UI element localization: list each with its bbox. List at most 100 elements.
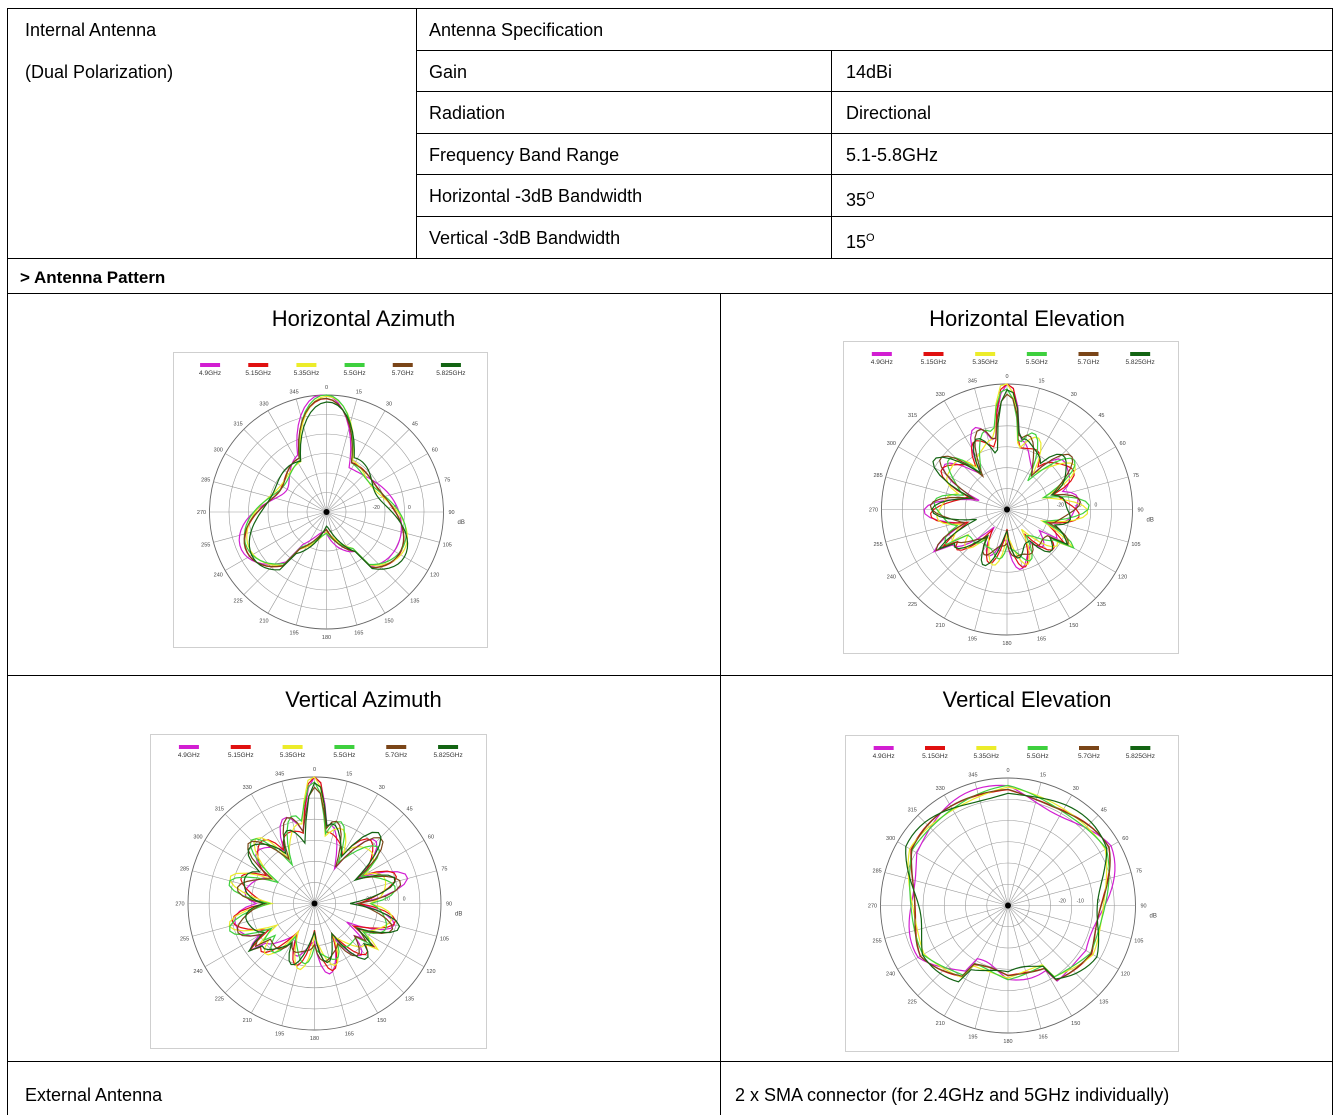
polar-spoke [917, 815, 1009, 906]
legend-swatch [1130, 746, 1151, 750]
legend-swatch [1078, 352, 1099, 356]
polar-spoke [224, 903, 315, 994]
angle-label: 285 [873, 473, 882, 479]
polar-spoke [314, 903, 348, 1026]
pattern-curve [246, 395, 408, 567]
angle-label: 195 [275, 1031, 284, 1037]
angle-label: 15 [1038, 379, 1044, 385]
legend-label: 5.15GHz [228, 752, 254, 759]
polar-spoke [1007, 841, 1119, 906]
angle-label: 150 [377, 1018, 386, 1024]
angle-label: 60 [1120, 441, 1126, 447]
spec-row-label: Gain [429, 62, 468, 82]
angle-label: 210 [259, 618, 268, 624]
angle-label: 345 [968, 773, 977, 779]
plot-title-horizontal-elevation: Horizontal Elevation [929, 306, 1125, 331]
angle-label: 270 [175, 902, 184, 908]
polar-spoke [885, 509, 1008, 543]
legend-label: 5.5GHz [1027, 753, 1049, 760]
angle-label: 165 [354, 631, 363, 637]
polar-spoke [1007, 905, 1132, 939]
polar-spoke [1007, 782, 1042, 906]
angle-label: 75 [1133, 473, 1139, 479]
polar-spoke [225, 453, 327, 513]
horizontal-azimuth-plot: 4.9GHz 5.15GHz 5.35GHz 5.5GHz 5.7GHz 5.825GHz… [173, 352, 488, 648]
plot-title-horizontal-azimuth: Horizontal Azimuth [271, 306, 456, 331]
angle-label: 165 [1038, 1034, 1047, 1040]
pattern-curve [905, 792, 1108, 983]
angle-label: 15 [346, 772, 352, 778]
polar-spoke [1007, 872, 1132, 906]
polar-spoke [192, 903, 315, 937]
ring-label: -10 [383, 897, 390, 903]
legend-label: 4.9GHz [873, 753, 895, 760]
plot-title-vertical-azimuth: Vertical Azimuth [285, 687, 442, 712]
polar-spoke [1007, 905, 1073, 1017]
legend-swatch [386, 745, 407, 749]
polar-spoke [326, 511, 410, 595]
legend-swatch [873, 746, 894, 750]
polar-spoke [314, 903, 379, 1014]
angle-label: 210 [936, 1021, 945, 1027]
legend-swatch [282, 745, 303, 749]
polar-spoke [1007, 815, 1099, 906]
internal-antenna-label: Internal Antenna [25, 20, 157, 40]
pattern-heading-line [7, 293, 1333, 294]
polar-spoke [326, 410, 386, 513]
ring-label: 0 [403, 897, 406, 903]
angle-label: 195 [968, 1034, 977, 1040]
legend-swatch [230, 745, 251, 749]
external-antenna-label: External Antenna [25, 1085, 163, 1105]
angle-label: 225 [215, 997, 224, 1003]
legend-swatch [1027, 746, 1048, 750]
polar-spoke [897, 841, 1009, 906]
legend-label: 5.15GHz [922, 753, 948, 760]
angle-label: 180 [1002, 641, 1011, 647]
spec-heading: Antenna Specification [429, 20, 604, 40]
angle-label: 315 [908, 413, 917, 419]
angle-label: 300 [193, 834, 202, 840]
legend-label: 5.7GHz [1078, 753, 1100, 760]
angle-label: 240 [193, 969, 202, 975]
plot-center-dot [1005, 902, 1011, 909]
polar-spoke [243, 429, 327, 513]
legend-swatch [248, 363, 269, 367]
legend-label: 4.9GHz [871, 359, 893, 366]
polar-spoke [943, 794, 1009, 906]
angle-label: 165 [345, 1031, 354, 1037]
polar-plot-svg: 4.9GHz 5.15GHz 5.35GHz 5.5GHz 5.7GHz 5.825GHz… [197, 363, 466, 641]
legend-label: 5.5GHz [333, 752, 355, 759]
polar-spoke [224, 813, 315, 904]
angle-label: 75 [1136, 868, 1142, 874]
angle-label: 120 [1121, 971, 1130, 977]
spec-row-value: 14dBi [846, 62, 893, 82]
angle-label: 75 [444, 478, 450, 484]
table-border-top [7, 8, 1333, 9]
polar-spoke [314, 870, 437, 904]
angle-label: 30 [1073, 786, 1079, 792]
pattern-curve [929, 383, 1080, 568]
angle-label: 165 [1037, 636, 1046, 642]
ring-label: -20 [373, 505, 380, 511]
pattern-curve [933, 388, 1090, 562]
angle-label: 30 [379, 785, 385, 791]
angle-label: 255 [873, 542, 882, 548]
angle-label: 195 [290, 631, 299, 637]
plots-center-divider [720, 293, 721, 1115]
legend-label: 5.35GHz [294, 370, 320, 377]
ring-label: -10 [1074, 503, 1081, 509]
angle-label: 0 [325, 385, 328, 391]
spec-row-line [416, 216, 1333, 217]
spec-row-value: Directional [846, 103, 932, 123]
legend-swatch [925, 746, 945, 750]
polar-spoke [1006, 509, 1096, 599]
polar-spoke [314, 793, 379, 904]
polar-spoke [243, 511, 327, 595]
external-antenna-value: 2 x SMA connector (for 2.4GHz and 5GHz i… [735, 1085, 1170, 1105]
polar-spoke [314, 813, 405, 904]
polar-spoke [295, 398, 327, 513]
angle-label: 0 [1006, 768, 1009, 774]
angle-label: 45 [412, 422, 418, 428]
legend-swatch [334, 745, 355, 749]
angle-label: 180 [310, 1036, 319, 1042]
